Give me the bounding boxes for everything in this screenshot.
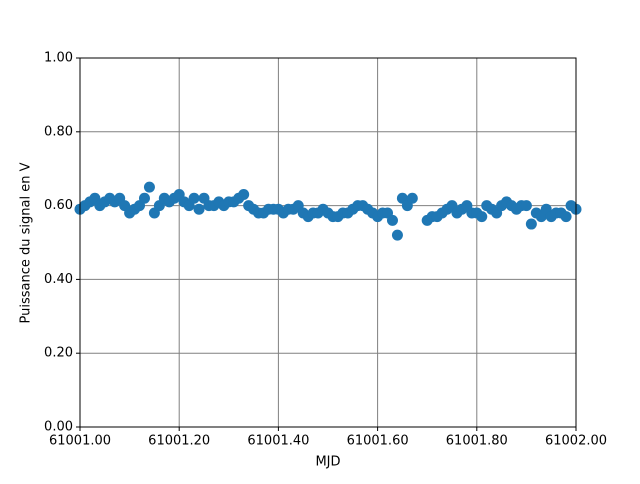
point xyxy=(560,211,572,223)
x-tick-label: 61002.00 xyxy=(545,434,607,449)
y-tick-label: 0.00 xyxy=(44,420,73,435)
y-tick-label: 1.00 xyxy=(44,51,73,66)
x-tick-label: 61001.80 xyxy=(446,434,508,449)
y-tick-label: 0.80 xyxy=(44,124,73,139)
y-tick-label: 0.40 xyxy=(44,272,73,287)
x-tick-label: 61001.00 xyxy=(49,434,111,449)
point xyxy=(386,214,398,226)
point xyxy=(391,229,403,241)
x-tick-label: 61001.20 xyxy=(148,434,210,449)
x-tick-label: 61001.60 xyxy=(347,434,409,449)
plot-frame xyxy=(79,57,577,428)
point xyxy=(520,200,532,212)
point xyxy=(193,203,205,215)
point xyxy=(476,211,488,223)
point xyxy=(143,181,155,193)
point xyxy=(138,192,150,204)
y-tick-label: 0.60 xyxy=(44,198,73,213)
x-axis-label: MJD xyxy=(315,455,340,470)
y-tick-label: 0.20 xyxy=(44,346,73,361)
y-axis-label: Puissance du signal en V xyxy=(19,162,34,323)
point xyxy=(188,192,200,204)
point xyxy=(406,192,418,204)
point xyxy=(525,218,537,230)
x-tick-label: 61001.40 xyxy=(247,434,309,449)
point xyxy=(238,189,250,201)
